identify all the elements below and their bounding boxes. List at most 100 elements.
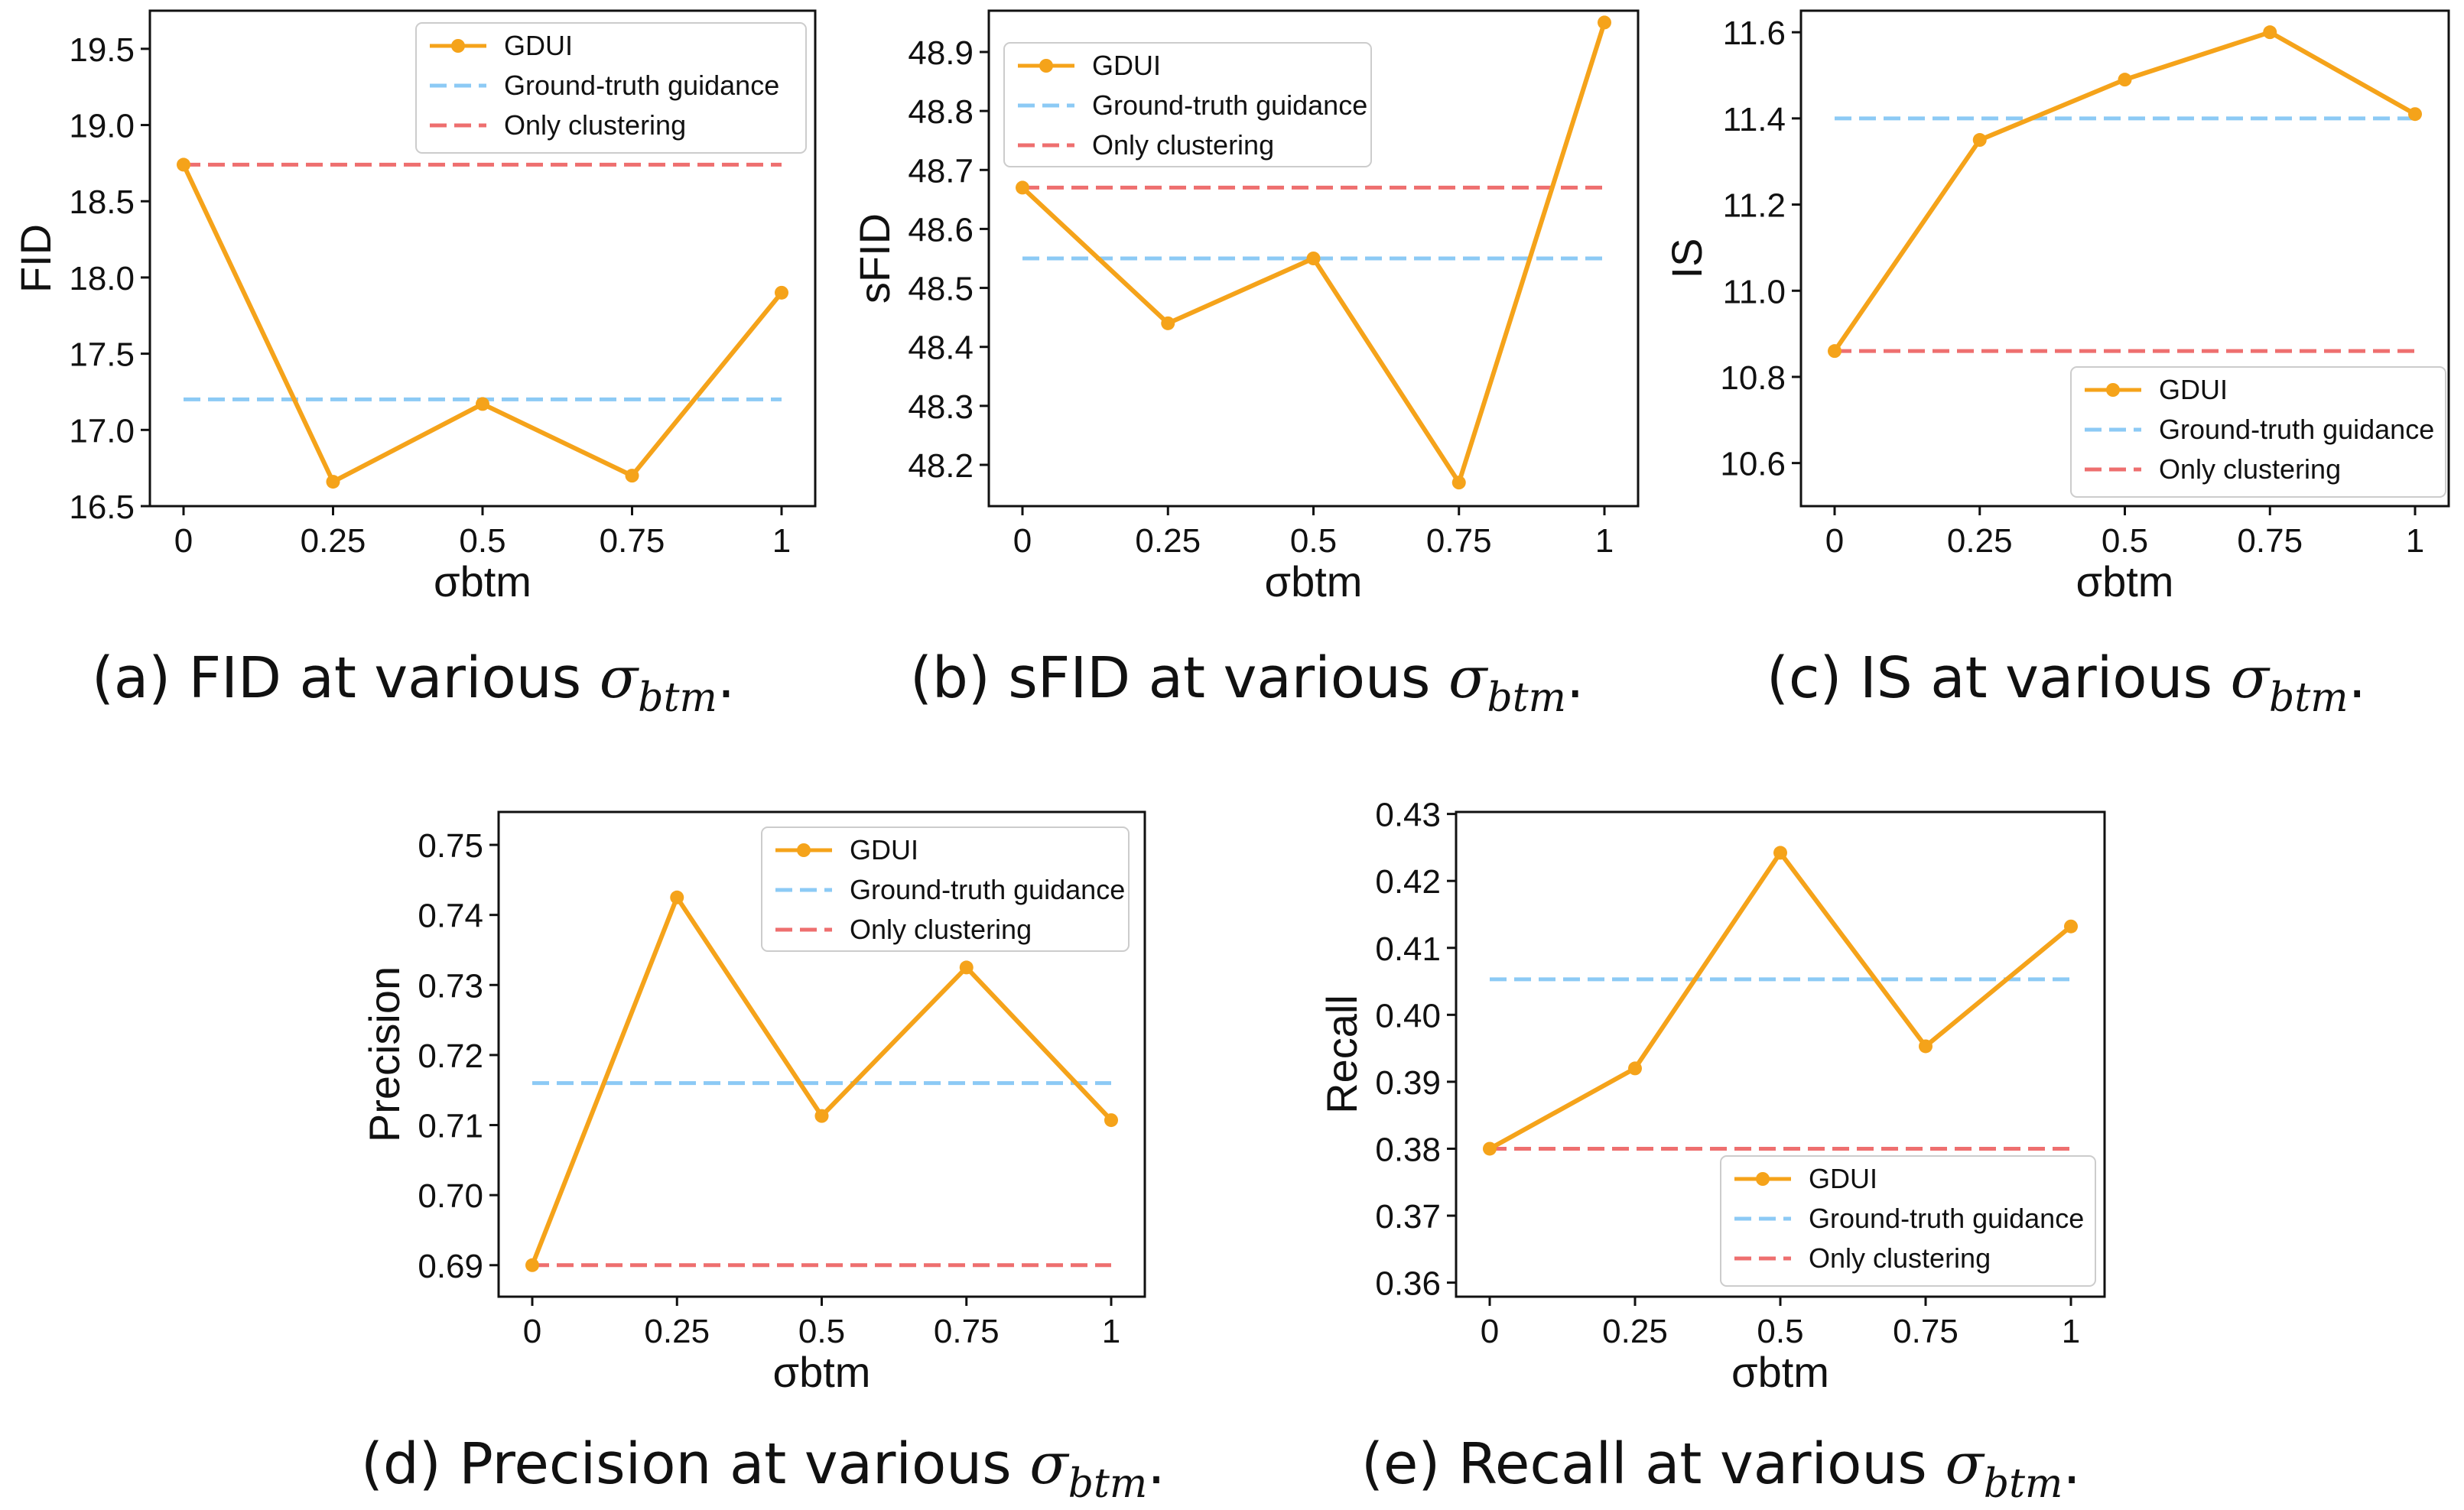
caption-c: (c) IS at various σbtm.: [1767, 645, 2366, 721]
legend-only-clustering-label: Only clustering: [504, 109, 686, 141]
gdui-point: [1628, 1061, 1642, 1076]
x-axis-label: σbtm: [1265, 557, 1363, 606]
legend-gdui-label: GDUI: [2159, 374, 2228, 405]
y-tick-label: 10.6: [1720, 446, 1786, 483]
x-tick-label: 0.25: [301, 522, 366, 560]
y-tick-label: 0.41: [1375, 930, 1441, 968]
legend: GDUI Ground-truth guidance Only clustering: [2070, 366, 2446, 498]
caption-e: (e) Recall at various σbtm.: [1361, 1431, 2081, 1507]
x-tick-label: 0.25: [1602, 1313, 1668, 1350]
gdui-point: [1828, 344, 1841, 359]
gdui-point: [775, 285, 788, 300]
y-tick-label: 0.37: [1375, 1198, 1441, 1236]
caption-d: (d) Precision at various σbtm.: [361, 1431, 1165, 1507]
y-tick-label: 0.43: [1375, 797, 1441, 834]
gdui-point: [476, 397, 489, 411]
x-tick-label: 0.25: [1135, 522, 1201, 560]
legend: GDUI Ground-truth guidance Only clustering: [1003, 42, 1372, 167]
gdui-point: [2263, 25, 2277, 40]
y-tick-label: 11.4: [1723, 101, 1786, 138]
gdui-series-line: [181, 164, 784, 485]
y-tick-label: 48.8: [908, 93, 974, 131]
y-tick-label: 18.5: [69, 183, 135, 221]
x-tick-label: 0.75: [934, 1313, 1000, 1350]
y-tick-label: 19.0: [69, 108, 135, 145]
y-tick-label: 18.0: [69, 260, 135, 297]
panel-is: 10.6 10.8 11.0 11.2 11.4 11.6 0 0.25 0.5 0.75 1 σbt…: [1663, 9, 2450, 606]
panel-recall: 0.36 0.37 0.38 0.39 0.40 0.41 0.42 0.43 0 0.25 0.5…: [1318, 797, 2106, 1396]
legend-only-clustering-label: Only clustering: [2159, 453, 2341, 485]
gdui-point: [1161, 316, 1175, 330]
y-tick-label: 0.38: [1375, 1131, 1441, 1168]
panel-precision: 0.69 0.70 0.71 0.72 0.73 0.74 0.75 0 0.25 0.5 0.75…: [360, 810, 1146, 1396]
y-tick-label: 16.5: [69, 489, 135, 526]
x-tick-label: 0.5: [798, 1313, 845, 1350]
x-tick-label: 0: [523, 1313, 541, 1350]
gdui-point: [1919, 1039, 1933, 1054]
y-tick-label: 48.2: [908, 447, 974, 485]
x-axis-label: σbtm: [2076, 557, 2174, 606]
y-tick-label: 48.6: [908, 211, 974, 248]
y-tick-label: 0.73: [418, 967, 483, 1005]
legend-gdui-marker: [1039, 59, 1053, 73]
y-tick-label: 19.5: [69, 31, 135, 69]
y-tick-label: 48.3: [908, 388, 974, 426]
y-axis-label: Precision: [360, 966, 408, 1142]
legend-only-clustering-label: Only clustering: [850, 914, 1032, 945]
y-tick-label: 17.0: [69, 412, 135, 450]
y-tick-label: 11.0: [1723, 273, 1786, 310]
gdui-point: [959, 960, 974, 975]
gdui-point: [177, 157, 190, 172]
x-axis-label: σbtm: [434, 557, 531, 606]
x-tick-label: 0.5: [2102, 522, 2148, 560]
legend-ground-truth-guidance-label: Ground-truth guidance: [2159, 414, 2434, 445]
y-tick-label: 0.72: [418, 1038, 483, 1075]
x-tick-label: 0: [174, 522, 193, 560]
legend-gdui-label: GDUI: [504, 30, 573, 61]
legend-gdui-label: GDUI: [850, 834, 918, 865]
legend-ground-truth-guidance-label: Ground-truth guidance: [850, 874, 1125, 905]
panel-fid: 16.5 17.0 17.5 18.0 18.5 19.0 19.5 0 0.25 0.5 0.75…: [11, 9, 817, 606]
gdui-series-line: [1488, 850, 2072, 1151]
x-axis-label: σbtm: [773, 1348, 871, 1396]
y-tick-label: 10.8: [1720, 359, 1786, 397]
y-tick-label: 0.74: [418, 898, 483, 935]
x-tick-label: 0.75: [600, 522, 665, 560]
gdui-point: [814, 1109, 829, 1123]
legend-box: [1003, 42, 1372, 167]
x-tick-label: 1: [1102, 1313, 1120, 1350]
gdui-point: [2064, 919, 2078, 934]
gdui-point: [1972, 133, 1987, 148]
legend-only-clustering-label: Only clustering: [1092, 129, 1274, 161]
legend-gdui-marker: [797, 843, 811, 857]
y-tick-label: 48.4: [908, 330, 974, 367]
legend-gdui-label: GDUI: [1809, 1163, 1877, 1194]
x-tick-label: 0: [1481, 1313, 1499, 1350]
gdui-point: [1306, 252, 1321, 265]
x-tick-label: 0: [1013, 522, 1032, 560]
gdui-point: [1104, 1113, 1118, 1128]
x-tick-label: 0.75: [1893, 1313, 1959, 1350]
x-axis-label: σbtm: [1731, 1348, 1829, 1396]
y-axis-label: FID: [11, 224, 60, 293]
panel-sfid: 48.2 48.3 48.4 48.5 48.6 48.7 48.8 48.9 0 0.25 0.5…: [850, 9, 1640, 606]
gdui-point: [2408, 107, 2422, 122]
y-tick-label: 48.9: [908, 34, 974, 72]
legend-box: [761, 826, 1130, 952]
legend-gdui-label: GDUI: [1092, 50, 1161, 81]
gdui-point: [1773, 846, 1787, 860]
x-tick-label: 0.75: [2237, 522, 2303, 560]
legend-gdui-marker: [451, 39, 465, 53]
x-tick-label: 0.25: [644, 1313, 710, 1350]
legend: GDUI Ground-truth guidance Only clustering: [1720, 1155, 2096, 1287]
y-tick-label: 48.7: [908, 152, 974, 190]
x-tick-label: 1: [1595, 522, 1614, 560]
y-tick-label: 48.5: [908, 271, 974, 308]
legend-gdui-marker: [1756, 1172, 1770, 1186]
y-tick-label: 0.39: [1375, 1064, 1441, 1102]
x-tick-label: 0.5: [1290, 522, 1337, 560]
x-tick-label: 0.75: [1426, 522, 1492, 560]
gdui-point: [1451, 476, 1466, 490]
gdui-point: [670, 890, 684, 904]
y-tick-label: 17.5: [69, 336, 135, 374]
